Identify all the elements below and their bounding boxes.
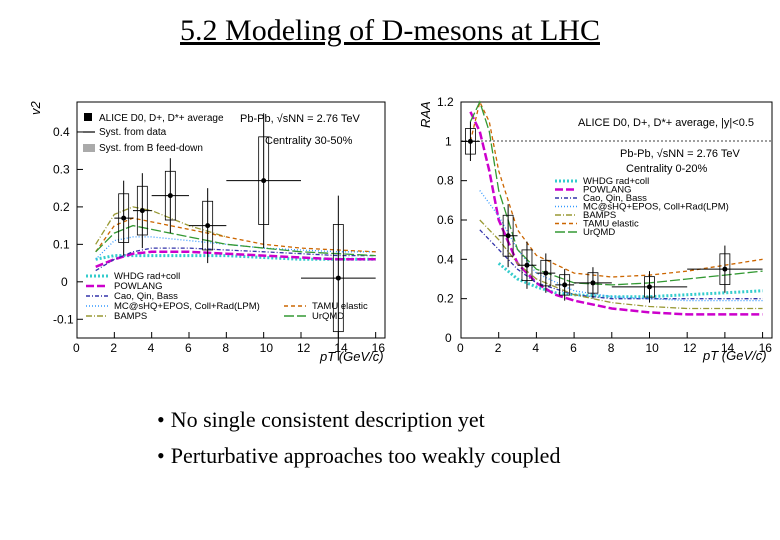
bullet-text: No single consistent description yet (170, 407, 485, 432)
legend-label: BAMPS (583, 210, 616, 221)
data-point (555, 269, 575, 301)
x-tick-label: 10 (645, 341, 659, 355)
data-point (133, 173, 152, 249)
right-data-points (461, 121, 763, 303)
legend-label: POWLANG (114, 281, 163, 292)
legend-label: Cao, Qin, Bass (583, 193, 647, 204)
y-tick-label: 0.4 (437, 252, 454, 266)
y-tick-label: -0.1 (53, 312, 74, 326)
legend-label: MC@sHQ+EPOS, Coll+Rad(LPM) (114, 301, 260, 312)
slide-title: 5.2 Modeling of D-mesons at LHC (180, 14, 600, 47)
data-point (687, 245, 763, 293)
x-tick-label: 14 (334, 341, 348, 355)
data-point (151, 158, 189, 234)
left-xlabel: pT (GeV/c) (319, 349, 384, 364)
y-tick-label: 0.2 (53, 200, 70, 214)
left-ylabel: v2 (28, 101, 43, 116)
data-point (517, 241, 537, 289)
data-point (498, 204, 518, 268)
right-ylabel: RAA (418, 101, 433, 128)
x-tick-label: 6 (185, 341, 192, 355)
legend-box-feeddown (83, 144, 95, 152)
x-tick-label: 14 (721, 341, 735, 355)
x-tick-label: 12 (297, 341, 311, 355)
bullet-item: • No single consistent description yet (157, 407, 485, 432)
x-tick-label: 16 (759, 341, 773, 355)
y-tick-label: 0.8 (437, 174, 454, 188)
legend-marker-data (84, 113, 92, 121)
y-tick-label: 0 (445, 331, 452, 345)
legend-label: Cao, Qin, Bass (114, 291, 178, 302)
legend-label: MC@sHQ+EPOS, Coll+Rad(LPM) (583, 202, 729, 213)
x-tick-label: 0 (73, 341, 80, 355)
data-point (114, 180, 133, 256)
legend-label: TAMU elastic (583, 219, 639, 230)
left-legend-syst: Syst. from data (99, 127, 167, 138)
x-tick-label: 8 (222, 341, 229, 355)
right-system-label: Pb-Pb, √sNN = 2.76 TeV (620, 148, 741, 160)
bullet-text: Perturbative approaches too weakly coupl… (170, 443, 561, 468)
data-point (574, 267, 612, 299)
y-tick-label: 0.3 (53, 162, 70, 176)
left-legend-feeddown: Syst. from B feed-down (99, 143, 203, 154)
x-tick-label: 8 (608, 341, 615, 355)
legend-label: WHDG rad+coll (114, 271, 180, 282)
right-header-label: ALICE D0, D+, D*+ average, |y|<0.5 (578, 117, 754, 129)
data-point (611, 271, 688, 303)
right-axis-ticks: 0 2 4 6 8 10 12 14 16 1.2 1 0.8 0.6 0.4 0.2 0 (437, 95, 772, 355)
y-tick-label: 0 (61, 275, 68, 289)
bullet-list: • No single consistent description yet • P… (157, 402, 560, 474)
x-tick-label: 10 (260, 341, 274, 355)
model-curve (469, 100, 763, 278)
x-tick-label: 4 (148, 341, 155, 355)
left-system-label: Pb-Pb, √sNN = 2.76 TeV (240, 113, 361, 125)
model-curve (479, 219, 763, 310)
y-tick-label: 0.6 (437, 213, 454, 227)
bullet-item: • Perturbative approaches too weakly coup… (157, 443, 561, 468)
model-curve (469, 100, 763, 286)
x-tick-label: 16 (372, 341, 386, 355)
data-point (226, 113, 301, 249)
right-centrality-label: Centrality 0-20% (626, 163, 708, 175)
x-tick-label: 6 (570, 341, 577, 355)
legend-label: UrQMD (312, 311, 344, 322)
x-tick-label: 12 (683, 341, 697, 355)
legend-label: POWLANG (583, 185, 632, 196)
left-legend-data: ALICE D0, D+, D*+ average (99, 113, 224, 124)
legend-label: TAMU elastic (312, 301, 368, 312)
model-curve (469, 111, 763, 316)
legend-label: WHDG rad+coll (583, 176, 649, 187)
data-point (536, 253, 556, 293)
x-tick-label: 2 (495, 341, 502, 355)
y-tick-label: 1 (445, 134, 452, 148)
x-tick-label: 2 (110, 341, 117, 355)
y-tick-label: 0.1 (53, 237, 70, 251)
legend-label: UrQMD (583, 227, 615, 238)
figure-panel (33, 88, 775, 376)
left-axis-ticks: 0 2 4 6 8 10 12 14 16 0.4 0.3 0.2 0.1 0 -0.1 (53, 125, 385, 355)
x-tick-label: 4 (532, 341, 539, 355)
y-tick-label: 1.2 (437, 95, 454, 109)
data-point (189, 188, 227, 264)
legend-label: BAMPS (114, 311, 147, 322)
right-xlabel: pT (GeV/c) (702, 348, 767, 363)
left-centrality-label: Centrality 30-50% (265, 135, 353, 147)
left-plot-frame (76, 101, 386, 339)
y-tick-label: 0.4 (53, 125, 70, 139)
y-tick-label: 0.2 (437, 292, 454, 306)
x-tick-label: 0 (457, 341, 464, 355)
